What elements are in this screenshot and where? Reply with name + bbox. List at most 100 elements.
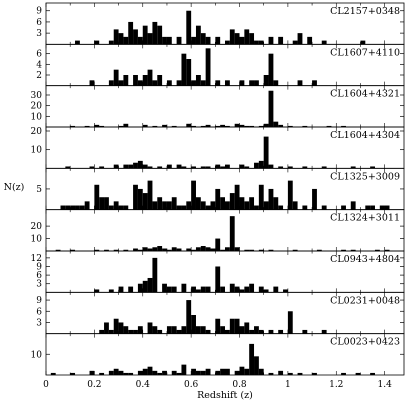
histogram-bar [147,166,153,169]
histogram-bar [244,201,250,210]
histogram-bar [254,205,259,210]
histogram-bar [268,188,274,210]
histogram-bar [225,40,230,45]
histogram-bar [195,326,201,334]
histogram-bar [263,289,269,293]
y-tick-label: 12 [31,254,42,264]
histogram-bar [234,123,240,127]
histogram-bar [268,329,274,334]
histogram-bar [249,343,255,375]
histogram-bar [350,249,356,251]
histogram-bar [147,69,153,86]
histogram-bar [268,53,274,86]
histogram-bar [205,247,211,251]
histogram-bar [137,370,143,375]
histogram-bar [99,125,105,127]
histogram-bar [171,370,177,375]
histogram-bar [123,75,129,86]
histogram-bar [70,205,76,210]
histogram-bar [370,372,375,375]
histogram-bar [205,36,211,45]
histogram-bar [147,248,153,251]
histogram-bar [147,33,153,45]
histogram-bar [70,125,76,127]
histogram-bar [249,197,255,210]
histogram-bar [166,36,172,45]
histogram-bar [215,80,221,86]
histogram-bar [258,40,264,45]
histogram-bar [65,166,71,169]
histogram-bar [249,329,255,334]
histogram-bar [94,124,100,127]
histogram-bar [176,205,182,210]
panel-label: CL1604+4321 [330,89,400,100]
histogram-bar [157,372,163,375]
histogram-bar [195,25,201,45]
histogram-bar [302,125,308,127]
histogram-bar [176,80,182,86]
histogram-bar [181,364,187,375]
histogram-bar [123,372,129,375]
x-tick-label: 0.8 [232,380,247,390]
histogram-bar [254,80,259,86]
histogram-bar [239,36,245,45]
histogram-bar [118,125,124,127]
histogram-bar [200,80,206,86]
histogram-bar [108,289,114,293]
histogram-bar [297,372,303,375]
y-tick-label: 30 [31,91,43,101]
panel-label: CL1325+3009 [330,171,400,182]
histogram-bar [215,370,221,375]
histogram-bar [176,164,182,169]
histogram-bar [191,286,196,293]
histogram-bar [244,368,250,375]
x-tick-label: 0.4 [136,380,151,390]
histogram-bar [220,124,225,127]
histogram-bar [171,197,177,210]
histogram-bar [258,160,264,169]
histogram-bar [113,29,119,45]
histogram-bar [273,286,279,293]
histogram-bar [142,368,148,375]
panel-8: 10 CL0023+0423 [31,333,405,376]
histogram-bar [157,75,163,86]
histogram-bar [152,201,158,210]
histogram-bar [133,248,138,251]
histogram-bar [254,40,259,45]
histogram-bar [215,36,221,45]
histogram-bar [220,197,225,210]
histogram-bar [166,286,172,293]
histogram-bar [312,188,317,210]
histogram-bar [123,326,129,334]
histogram-bar [108,205,114,210]
histogram-bar [176,372,182,375]
histogram-bar [225,368,230,375]
histogram-bar [108,329,114,334]
histogram-bar [186,300,192,334]
histogram-bar [273,197,279,210]
histogram-bar [268,164,274,169]
histogram-bar [249,125,255,127]
histogram-bar [176,248,182,251]
histogram-bar [258,249,264,251]
histogram-bar [278,329,284,334]
histogram-bar [152,370,158,375]
histogram-bar [152,247,158,251]
histogram-bar [99,166,105,169]
histogram-bar [321,329,327,334]
y-tick-label: 10 [31,235,43,245]
x-axis-title: Redshift (z) [197,390,253,401]
histogram-bar [239,197,245,210]
histogram-bar [220,249,225,251]
histogram-bar [166,201,172,210]
histogram-bar [60,205,66,210]
histogram-bar [263,201,269,210]
histogram-bar [113,318,119,334]
histogram-bar [225,80,230,86]
histogram-bar [84,125,90,127]
histogram-bar [133,75,138,86]
y-tick-label: 20 [31,127,43,137]
histogram-bar [118,33,124,45]
histogram-bar [104,322,109,334]
histogram-bar [278,166,284,169]
